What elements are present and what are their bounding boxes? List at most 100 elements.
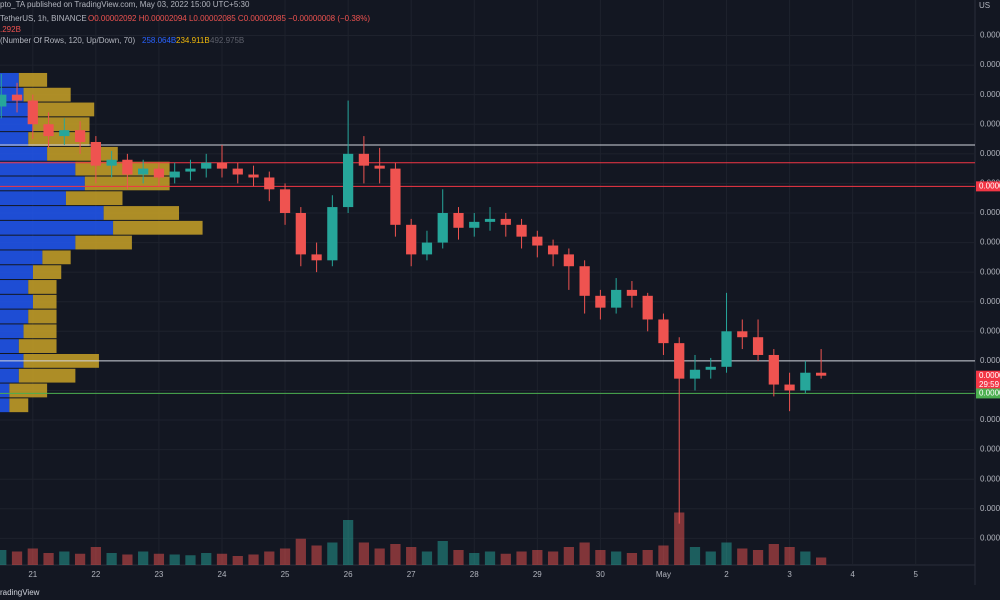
profile-up-bar <box>0 398 10 413</box>
y-tick-label: 0.0000 <box>980 208 1000 217</box>
y-tick-label: 0.0000 <box>980 445 1000 454</box>
profile-up-bar <box>0 324 24 339</box>
volume-bar <box>390 544 401 565</box>
profile-down-bar <box>18 368 76 383</box>
volume-bar <box>406 547 417 565</box>
y-tick-label: 0.0000 <box>980 149 1000 158</box>
price-label: 0.0000 <box>979 389 1000 398</box>
candle-body <box>516 224 527 237</box>
profile-down-bar <box>9 398 29 413</box>
volume-bar <box>642 550 653 565</box>
profile-down-bar <box>75 235 132 250</box>
volume-bar <box>674 512 685 565</box>
volume-bar <box>800 551 811 565</box>
candle-body <box>532 236 543 246</box>
volume-bar <box>626 553 638 565</box>
volume-bar <box>374 548 385 565</box>
profile-down-bar <box>42 250 71 265</box>
countdown: 29:59 <box>979 380 1000 389</box>
x-tick-label: 23 <box>154 570 163 579</box>
x-tick-label: 26 <box>344 570 353 579</box>
profile-down-bar <box>28 309 57 324</box>
profile-up-bar <box>0 132 29 146</box>
candle-body <box>406 224 417 255</box>
volume-bar <box>815 557 827 565</box>
profile-up-bar <box>0 383 10 398</box>
profile-down-bar <box>28 102 95 117</box>
candle-body <box>453 212 464 228</box>
candle-body <box>27 100 38 125</box>
candle-body <box>185 168 196 172</box>
x-tick-label: 22 <box>91 570 100 579</box>
volume-bar <box>59 551 70 565</box>
profile-down-bar <box>28 280 57 294</box>
volume-value: .292B <box>0 25 21 34</box>
profile-down-bar <box>32 294 57 309</box>
volume-bar <box>689 547 701 565</box>
profile-up-bar <box>0 206 104 220</box>
y-tick-label: 0.0000 <box>980 119 1000 128</box>
candle-body <box>74 130 86 142</box>
profile-up-bar <box>0 309 29 324</box>
footer-brand: radingView <box>0 588 40 597</box>
profile-down-bar <box>18 339 57 353</box>
footer-bar <box>0 586 1000 600</box>
candle-body <box>311 254 322 261</box>
volume-bar <box>0 550 7 565</box>
volume-bar <box>437 541 448 565</box>
x-tick-label: 30 <box>596 570 605 579</box>
profile-down-bar <box>23 87 71 102</box>
candle-body <box>595 295 606 308</box>
candle-body <box>216 162 228 169</box>
candle-body <box>90 141 101 166</box>
y-tick-label: 0.0000 <box>980 297 1000 306</box>
y-tick-label: 0.0000 <box>980 474 1000 483</box>
price-label-box <box>976 370 1000 390</box>
volume-bar <box>43 553 54 565</box>
volume-bar <box>138 551 149 565</box>
volume-bar <box>469 553 480 565</box>
volume-bar <box>185 555 196 565</box>
profile-down-bar <box>47 146 118 161</box>
profile-up-bar <box>0 161 76 176</box>
profile-up-bar <box>0 117 33 132</box>
volume-bar <box>311 545 322 565</box>
candle-body <box>815 372 827 376</box>
candle-body <box>59 130 70 137</box>
candle-body <box>279 189 291 213</box>
profile-up-bar <box>0 72 19 87</box>
y-tick-label: 0.0000 <box>980 326 1000 335</box>
x-tick-label: 28 <box>470 570 479 579</box>
candle-body <box>232 168 243 175</box>
x-tick-label: May <box>656 570 671 579</box>
candle-body <box>248 174 259 178</box>
candle-body <box>689 369 701 379</box>
y-tick-label: 0.0000 <box>980 60 1000 69</box>
profile-settings: (Number Of Rows, 120, Up/Down, 70) <box>0 36 135 45</box>
profile-total: 492.975B <box>210 36 244 45</box>
candle-body <box>784 384 795 391</box>
price-label-box <box>976 388 1000 399</box>
candle-body <box>768 354 779 385</box>
y-tick-label: 0.0000 <box>980 533 1000 542</box>
volume-bar <box>248 554 259 565</box>
volume-bar <box>74 553 86 565</box>
x-tick-label: 3 <box>787 570 792 579</box>
profile-down-bar <box>32 265 62 280</box>
price-label: 0.0000 <box>979 371 1000 380</box>
candle-body <box>122 159 133 175</box>
volume-bar <box>216 553 228 565</box>
y-tick-label: 0.0000 <box>980 504 1000 513</box>
profile-up-bar <box>0 339 19 353</box>
candle-body <box>327 207 338 261</box>
profile-up-bar <box>0 220 114 235</box>
volume-bar <box>327 542 338 565</box>
candle-body <box>626 289 638 296</box>
volume-bar <box>547 551 559 565</box>
volume-bar <box>106 553 117 565</box>
candle-body <box>138 168 149 175</box>
candle-body <box>469 221 480 228</box>
x-tick-label: 2 <box>724 570 729 579</box>
